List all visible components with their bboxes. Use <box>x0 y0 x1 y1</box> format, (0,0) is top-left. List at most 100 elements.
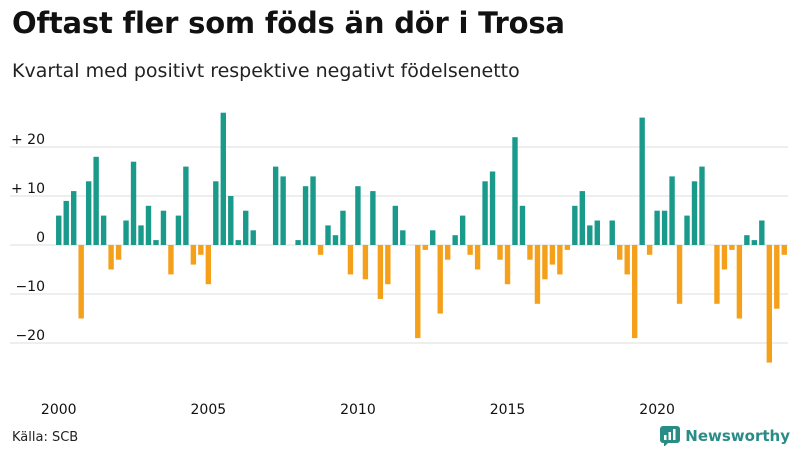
bar-negative[interactable] <box>646 245 653 255</box>
bar-positive[interactable] <box>355 186 361 245</box>
bar-negative[interactable] <box>714 245 720 304</box>
bar-negative[interactable] <box>624 245 630 275</box>
bar-positive[interactable] <box>332 235 339 245</box>
bar-negative[interactable] <box>78 245 84 319</box>
bar-negative[interactable] <box>534 245 541 304</box>
x-tick-label: 2000 <box>41 402 77 418</box>
bar-positive[interactable] <box>489 171 496 246</box>
bar-positive[interactable] <box>392 205 399 245</box>
bar-negative[interactable] <box>721 245 728 270</box>
bar-positive[interactable] <box>579 191 586 245</box>
bar-positive[interactable] <box>340 210 346 245</box>
bar-negative[interactable] <box>198 245 204 255</box>
bar-negative[interactable] <box>564 245 571 250</box>
bar-positive[interactable] <box>661 210 668 245</box>
bar-negative[interactable] <box>527 245 533 260</box>
bar-positive[interactable] <box>220 112 226 245</box>
bar-negative[interactable] <box>385 245 391 285</box>
bar-positive[interactable] <box>85 181 92 245</box>
bar-positive[interactable] <box>310 176 316 245</box>
bar-negative[interactable] <box>631 245 638 339</box>
bar-positive[interactable] <box>639 117 645 245</box>
bar-negative[interactable] <box>736 245 743 319</box>
bar-positive[interactable] <box>370 191 376 245</box>
bar-positive[interactable] <box>699 166 705 245</box>
bar-positive[interactable] <box>153 240 159 245</box>
bar-positive[interactable] <box>138 225 144 245</box>
bar-positive[interactable] <box>93 156 99 245</box>
bar-positive[interactable] <box>452 235 458 245</box>
bar-positive[interactable] <box>691 181 698 245</box>
bar-negative[interactable] <box>422 245 428 250</box>
bar-positive[interactable] <box>325 225 331 245</box>
grid-lines <box>10 146 788 344</box>
bar-negative[interactable] <box>205 245 212 285</box>
bar-positive[interactable] <box>213 181 219 245</box>
bar-negative[interactable] <box>415 245 421 339</box>
x-tick-label: 2020 <box>639 402 675 418</box>
bar-positive[interactable] <box>130 161 137 245</box>
bar-negative[interactable] <box>542 245 548 280</box>
bar-negative[interactable] <box>190 245 197 265</box>
bar-positive[interactable] <box>459 215 466 245</box>
bar-negative[interactable] <box>317 245 324 255</box>
bar-positive[interactable] <box>295 240 301 245</box>
chart-subtitle: Kvartal med positivt respektive negativt… <box>12 60 520 82</box>
bar-positive[interactable] <box>744 235 750 245</box>
bar-negative[interactable] <box>676 245 683 304</box>
bar-positive[interactable] <box>235 240 241 245</box>
bar-negative[interactable] <box>729 245 735 250</box>
bar-negative[interactable] <box>377 245 384 299</box>
bar-negative[interactable] <box>549 245 556 265</box>
bar-positive[interactable] <box>400 230 406 245</box>
bar-positive[interactable] <box>430 230 436 245</box>
bar-positive[interactable] <box>100 215 107 245</box>
bar-negative[interactable] <box>444 245 451 260</box>
bar-negative[interactable] <box>108 245 114 270</box>
bar-negative[interactable] <box>504 245 511 285</box>
bar-positive[interactable] <box>572 205 578 245</box>
bar-positive[interactable] <box>512 137 518 245</box>
bar-positive[interactable] <box>63 200 69 245</box>
bar-positive[interactable] <box>519 205 526 245</box>
bar-negative[interactable] <box>557 245 563 275</box>
bar-positive[interactable] <box>587 225 593 245</box>
bar-positive[interactable] <box>482 181 488 245</box>
brand-name: Newsworthy <box>685 427 790 445</box>
y-tick-label: −20 <box>15 328 45 344</box>
bar-negative[interactable] <box>347 245 354 275</box>
bar-negative[interactable] <box>766 245 772 363</box>
bar-positive[interactable] <box>280 176 286 245</box>
bar-positive[interactable] <box>243 210 249 245</box>
bar-positive[interactable] <box>228 196 234 245</box>
bar-negative[interactable] <box>467 245 473 255</box>
bar-negative[interactable] <box>781 245 787 255</box>
bar-positive[interactable] <box>751 240 758 245</box>
brand-logo[interactable]: Newsworthy <box>660 426 790 446</box>
bar-negative[interactable] <box>497 245 503 260</box>
bar-positive[interactable] <box>160 210 167 245</box>
bar-negative[interactable] <box>115 245 122 260</box>
bar-positive[interactable] <box>609 220 615 246</box>
bar-negative[interactable] <box>437 245 443 314</box>
bar-positive[interactable] <box>684 215 690 245</box>
bar-positive[interactable] <box>302 186 309 245</box>
bar-positive[interactable] <box>183 166 189 245</box>
bar-negative[interactable] <box>474 245 481 270</box>
bar-negative[interactable] <box>617 245 623 260</box>
bar-positive[interactable] <box>56 215 62 245</box>
bar-positive[interactable] <box>594 220 600 246</box>
bar-negative[interactable] <box>168 245 174 275</box>
bar-positive[interactable] <box>71 191 77 245</box>
bar-positive[interactable] <box>250 230 256 245</box>
bar-positive[interactable] <box>759 220 765 246</box>
bar-positive[interactable] <box>123 220 129 246</box>
bar-negative[interactable] <box>774 245 780 309</box>
bar-negative[interactable] <box>362 245 369 280</box>
x-tick-label: 2010 <box>340 402 376 418</box>
bar-positive[interactable] <box>272 166 279 245</box>
bar-positive[interactable] <box>669 176 675 245</box>
bar-positive[interactable] <box>145 205 152 245</box>
bar-positive[interactable] <box>654 210 660 245</box>
bar-positive[interactable] <box>175 215 182 245</box>
